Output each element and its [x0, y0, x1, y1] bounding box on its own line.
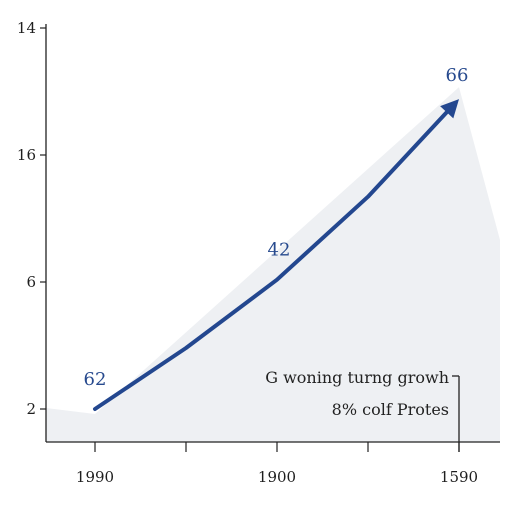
annotation: G woning turng growh 8% colf Protes	[265, 368, 460, 452]
y-tick-label: 14	[17, 19, 36, 37]
series-arrowhead	[440, 99, 459, 119]
annotation-line-1: G woning turng growh	[265, 368, 449, 387]
data-label: 42	[268, 240, 291, 261]
y-tick-label: 6	[26, 273, 36, 291]
y-tick-label: 16	[17, 146, 36, 164]
x-ticks: 1990 1900 1590	[76, 442, 478, 486]
y-ticks: 14 16 6 2	[17, 19, 46, 418]
data-labels: 62 42 66	[84, 65, 469, 390]
annotation-line-2: 8% colf Protes	[332, 400, 449, 419]
x-tick-label: 1590	[440, 468, 478, 486]
area-fill	[46, 87, 500, 443]
data-label: 66	[446, 65, 469, 86]
series-line	[93, 104, 455, 411]
y-tick-label: 2	[26, 400, 36, 418]
x-tick-label: 1990	[76, 468, 114, 486]
x-tick-label: 1900	[258, 468, 296, 486]
data-label: 62	[84, 369, 107, 390]
